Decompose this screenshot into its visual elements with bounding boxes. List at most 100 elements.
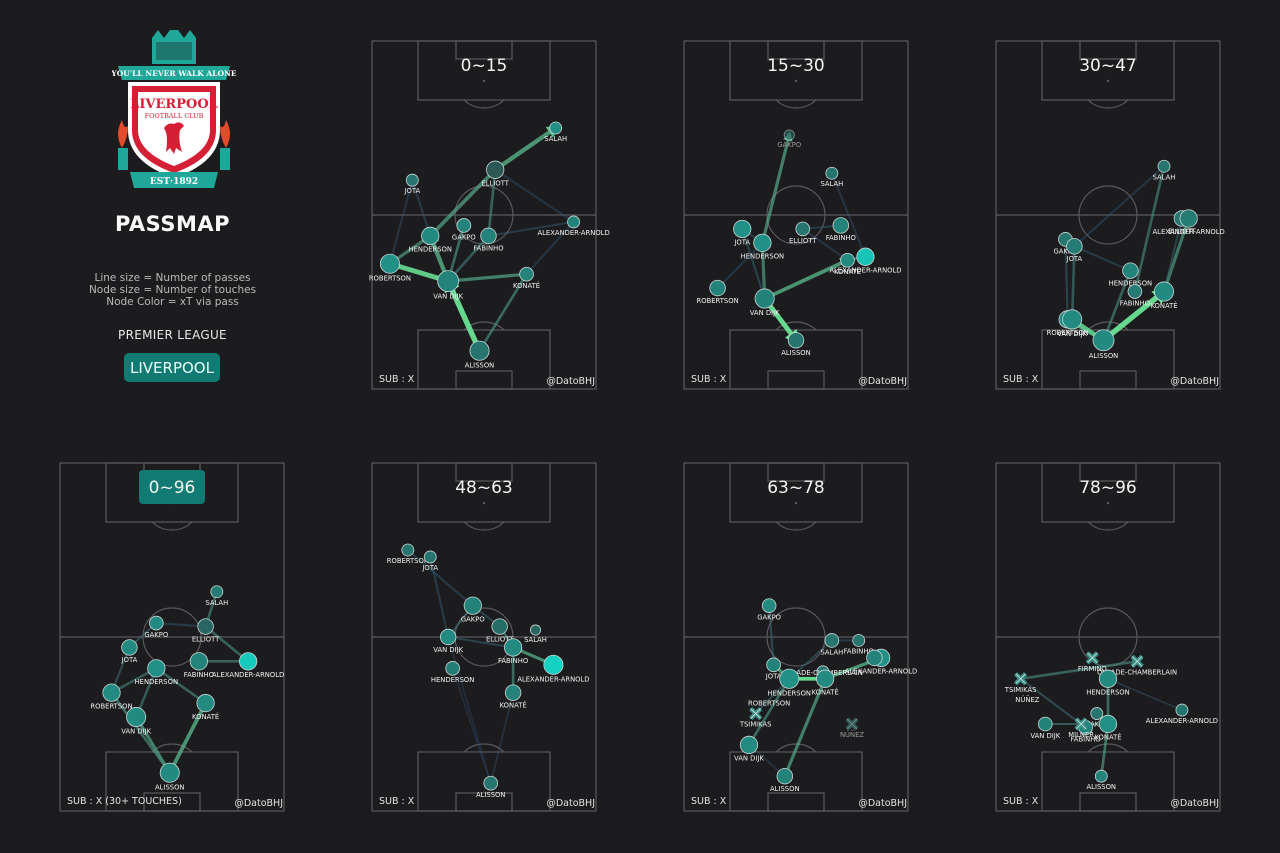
sub-note: SUB : X xyxy=(379,374,415,385)
pitch-panel-15-30: GAKPO SALAH JOTA HENDERSON ELLIOTT FABINHO ALE… xyxy=(683,40,909,390)
penalty-arc-bottom xyxy=(463,743,505,753)
player-node-fabinho xyxy=(504,638,523,657)
player-label-konate: KONATÉ xyxy=(513,281,540,290)
player-node-alexander-arnold xyxy=(856,247,875,266)
player-label-nunez: NÚÑEZ xyxy=(840,730,864,739)
penalty-arc-top xyxy=(775,521,817,531)
penalty-box-bottom xyxy=(1041,751,1175,812)
player-node-konate xyxy=(504,684,522,701)
player-label-konate: KONATÉ xyxy=(500,700,527,709)
sub-marker-oxlade-chamberlain xyxy=(1130,654,1144,668)
player-node-salah xyxy=(824,633,840,648)
player-label-henderson: HENDERSON xyxy=(741,253,785,261)
goal-area-bottom xyxy=(455,792,513,812)
pass-edge-fabinho-to-salah xyxy=(1133,163,1167,293)
period-title: 48~63 xyxy=(455,478,513,498)
player-label-gakpo: GAKPO xyxy=(144,631,168,639)
player-node-gakpo xyxy=(456,218,472,233)
svg-text:EST·1892: EST·1892 xyxy=(150,177,198,187)
player-label-henderson: HENDERSON xyxy=(1109,279,1153,287)
player-label-jota: JOTA xyxy=(121,656,138,664)
goal-area-bottom xyxy=(1079,792,1137,812)
pass-edge-van-dijk-to-konate xyxy=(762,257,852,301)
player-node-elliott xyxy=(486,160,505,179)
player-label-van-dijk: VAN DIJK xyxy=(433,293,463,301)
pitch-panel-0-96: SALAH GAKPO ELLIOTT JOTA ALEXANDER-ARNOLD HEN… xyxy=(59,462,285,812)
player-label-alisson: ALISSON xyxy=(1087,783,1117,791)
credit-handle: @DatoBHJ xyxy=(234,798,283,809)
player-label-jota: JOTA xyxy=(421,564,438,572)
period-title: 78~96 xyxy=(1079,478,1137,498)
player-label-salah: SALAH xyxy=(1153,173,1176,181)
player-node-alisson xyxy=(1092,329,1115,352)
pass-edge-gakpo-to-jota xyxy=(768,604,777,668)
player-node-robertson xyxy=(401,543,415,557)
player-label-salah: SALAH xyxy=(524,636,547,644)
penalty-spot-top xyxy=(794,501,798,505)
player-label-jota: JOTA xyxy=(1066,255,1083,263)
player-label-elliott: ELLIOTT xyxy=(486,635,514,643)
pass-edge-robertson-to-henderson xyxy=(716,241,765,290)
goal-area-top xyxy=(767,40,825,60)
penalty-spot-top xyxy=(794,79,798,83)
sub-marker-tsimikas xyxy=(749,706,763,721)
credit-handle: @DatoBHJ xyxy=(1170,798,1219,809)
player-label-van-dijk: VAN DIJK xyxy=(734,755,764,763)
penalty-spot-top xyxy=(1106,501,1110,505)
player-label-jota: JOTA xyxy=(765,673,782,681)
pass-edge-robertson-to-gakpo xyxy=(406,548,475,608)
player-node-alisson xyxy=(469,340,490,361)
player-label-van-dijk: VAN DIJK xyxy=(1057,330,1087,338)
player-node-jota xyxy=(1066,238,1083,255)
sub-note: SUB : X xyxy=(1003,374,1039,385)
player-node-van-dijk xyxy=(437,270,460,293)
player-node-konate xyxy=(840,252,855,268)
credit-handle: @DatoBHJ xyxy=(546,376,595,387)
player-label-alisson: ALISSON xyxy=(476,791,506,799)
penalty-spot-top xyxy=(482,79,486,83)
centre-circle xyxy=(142,607,202,667)
player-label-robertson: ROBERTSON xyxy=(697,297,739,305)
pass-edge-tsimikas-to-oxlade-chamberlain xyxy=(1019,658,1141,681)
credit-handle: @DatoBHJ xyxy=(1170,376,1219,387)
player-label-fabinho: FABINHO xyxy=(473,245,503,253)
player-label-alexander-arnold: ALEXANDER-ARNOLD xyxy=(845,668,917,676)
pass-edge-elliott-to-salah xyxy=(493,125,560,172)
player-node-henderson xyxy=(1122,262,1139,279)
legend-node-size: Node size = Number of touches xyxy=(88,284,257,296)
penalty-arc-bottom xyxy=(775,743,817,753)
player-label-konate: KONATÉ xyxy=(1150,301,1177,310)
player-label-gakpo: GAKPO xyxy=(1085,721,1109,729)
player-node-alisson xyxy=(787,332,805,349)
player-label-fabinho: FABINHO xyxy=(1071,735,1101,743)
pass-edge-henderson-to-alexander-arnold xyxy=(1107,677,1184,712)
player-node-robertson xyxy=(709,279,726,297)
player-node-alisson xyxy=(483,775,499,791)
player-node-van-dijk xyxy=(739,735,759,754)
pass-edge-elliott-to-konate xyxy=(801,227,850,262)
player-label-fabinho: FABINHO xyxy=(1120,299,1150,307)
svg-text:LIVERPOOL: LIVERPOOL xyxy=(130,97,218,112)
player-label-henderson: HENDERSON xyxy=(408,246,452,254)
player-node-robertson xyxy=(102,683,121,702)
player-node-alexander-arnold xyxy=(239,652,258,671)
player-label-alexander-arnold: ALEXANDER-ARNOLD xyxy=(829,266,901,274)
pass-edge-alisson-to-van-dijk xyxy=(446,635,492,784)
player-node-elliott xyxy=(866,649,883,667)
goal-area-bottom xyxy=(767,370,825,390)
svg-text:FOOTBALL CLUB: FOOTBALL CLUB xyxy=(145,112,204,120)
player-label-firmino: FIRMINO xyxy=(1078,665,1107,673)
goal-area-bottom xyxy=(455,370,513,390)
period-title: 15~30 xyxy=(767,56,825,76)
pass-edge-konate-to-alexander-arnold xyxy=(1162,214,1192,294)
penalty-spot-top xyxy=(482,501,486,505)
centre-circle xyxy=(766,185,826,245)
player-node-elliott xyxy=(795,221,811,237)
player-nodes: SALAH GAKPO ELLIOTT JOTA ALEXANDER-ARNOLD HEN… xyxy=(90,585,284,791)
pass-edges xyxy=(1064,163,1192,344)
pass-edge-jota-to-salah xyxy=(1073,164,1166,248)
player-label-alisson: ALISSON xyxy=(770,785,800,793)
player-node-konate xyxy=(196,694,215,713)
player-node-gakpo xyxy=(783,129,795,141)
